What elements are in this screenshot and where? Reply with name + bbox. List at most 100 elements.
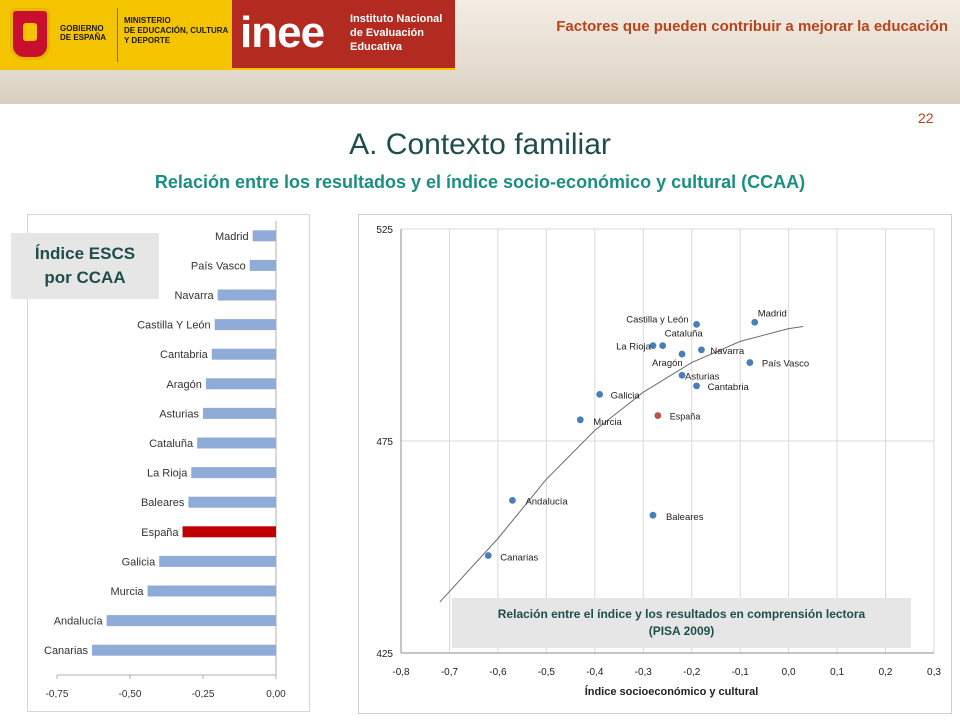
bar-label-asturias: Asturias	[159, 408, 199, 420]
point-label-pais-vasco: País Vasco	[762, 359, 809, 370]
point-label-cataluna: Cataluña	[665, 329, 704, 340]
point-canarias	[484, 552, 492, 559]
point-cantabria	[693, 382, 700, 390]
x-tick-label: -0,6	[489, 667, 507, 678]
ministerio-text: MINISTERIO DE EDUCACIÓN, CULTURA Y DEPOR…	[124, 16, 228, 46]
bar-label-cataluna: Cataluña	[149, 438, 194, 450]
x-tick-label: 0,3	[927, 667, 941, 678]
inee-line-2: de Evaluación	[350, 27, 424, 39]
point-label-galicia: Galicia	[611, 390, 641, 401]
x-tick-label: 0,00	[266, 689, 286, 700]
escs-bar-chart: Madrid País Vasco Navarra Castilla Y León Ca…	[44, 221, 286, 700]
x-tick-label: -0,50	[119, 689, 142, 700]
point-la-rioja	[649, 342, 657, 349]
point-label-navarra: Navarra	[710, 346, 745, 357]
bar-label-andalucia: Andalucía	[54, 616, 104, 628]
point-murcia	[576, 416, 584, 424]
inee-logo: inee Instituto Nacional de Evaluación Ed…	[232, 0, 455, 68]
bar-castilla-y-leon	[214, 319, 276, 331]
bar-madrid	[252, 230, 276, 242]
bar-espana	[182, 526, 276, 538]
bar-label-canarias: Canarias	[44, 645, 89, 657]
point-cataluna	[659, 342, 667, 349]
slide-title: A. Contexto familiar	[349, 128, 611, 161]
x-tick-label: 0,2	[879, 667, 893, 678]
min-line-3: Y DEPORTE	[124, 36, 171, 45]
bar-label-castilla-y-leon: Castilla Y León	[137, 320, 211, 332]
point-label-baleares: Baleares	[666, 512, 704, 523]
min-line-2: DE EDUCACIÓN, CULTURA	[124, 26, 229, 35]
point-andalucia	[509, 496, 516, 504]
slide-subtitle: Relación entre los resultados y el índic…	[154, 172, 806, 192]
bar-label-baleares: Baleares	[141, 497, 185, 509]
point-pais-vasco	[746, 359, 754, 366]
point-madrid	[751, 318, 759, 326]
escs-bar-chart-panel: Madrid País Vasco Navarra Castilla Y León Ca…	[27, 214, 310, 712]
bar-chart-badge: Índice ESCS por CCAA	[11, 233, 159, 299]
point-label-murcia: Murcia	[593, 417, 622, 428]
point-baleares	[649, 511, 657, 519]
bar-canarias	[92, 644, 276, 656]
y-tick-label: 475	[376, 437, 393, 448]
gobierno-logo: GOBIERNO DE ESPAÑA	[8, 6, 116, 64]
y-tick-label: 525	[376, 225, 393, 236]
x-tick-label: -0,4	[586, 667, 604, 678]
bar-la-rioja	[191, 467, 276, 479]
point-label-andalucia: Andalucía	[525, 496, 568, 507]
caption-line-1: Relación entre el índice y los resultado…	[497, 607, 866, 621]
point-asturias	[678, 371, 686, 379]
x-tick-label: -0,1	[732, 667, 750, 678]
x-tick-label: -0,7	[441, 667, 459, 678]
page-number: 22	[918, 110, 934, 126]
bar-baleares	[188, 496, 276, 508]
institution-logos: GOBIERNO DE ESPAÑA MINISTERIO DE EDUCACI…	[0, 0, 455, 70]
escs-vs-reading-scatter: -0,8 -0,7 -0,6 -0,5 -0,4 -0,3 -0,2 -0,1 0,0 0,1 0,…	[376, 225, 941, 698]
bar-label-navarra: Navarra	[174, 290, 214, 302]
point-galicia	[596, 390, 604, 398]
inee-wordmark: inee	[240, 8, 325, 57]
x-axis-title: Índice socioeconómico y cultural	[585, 685, 759, 698]
inee-line-1: Instituto Nacional	[350, 13, 443, 25]
header-banner: GOBIERNO DE ESPAÑA MINISTERIO DE EDUCACI…	[0, 0, 960, 104]
y-tick-label: 425	[376, 649, 393, 660]
logo-divider	[117, 8, 118, 62]
scatter-caption: Relación entre el índice y los resultado…	[452, 598, 911, 648]
point-label-espana: España	[670, 412, 701, 422]
badge-line-2: por CCAA	[44, 268, 126, 287]
gob-line-1: GOBIERNO	[60, 24, 104, 33]
point-castilla-y-leon	[693, 321, 700, 328]
bar-label-cantabria: Cantabria	[160, 349, 209, 361]
point-label-cantabria: Cantabria	[708, 382, 750, 393]
x-tick-label: -0,8	[392, 667, 410, 678]
point-label-aragon: Aragón	[652, 358, 683, 369]
point-label-castilla-y-leon: Castilla y León	[626, 314, 688, 325]
presentation-title: Factores que pueden contribuir a mejorar…	[556, 18, 948, 35]
bar-cataluna	[197, 437, 276, 449]
x-tick-label: -0,3	[635, 667, 653, 678]
point-espana	[654, 412, 662, 419]
x-tick-label: -0,25	[192, 689, 215, 700]
point-aragon	[678, 350, 686, 358]
bar-label-galicia: Galicia	[122, 556, 157, 568]
point-navarra	[698, 346, 705, 354]
caption-line-2: (PISA 2009)	[648, 624, 715, 638]
point-label-la-rioja: La Rioja	[616, 342, 652, 353]
bar-label-pais-vasco: País Vasco	[191, 260, 246, 272]
bar-label-murcia: Murcia	[111, 586, 145, 598]
bar-asturias	[203, 407, 276, 419]
gob-line-2: DE ESPAÑA	[60, 33, 107, 42]
badge-line-1: Índice ESCS	[34, 244, 136, 263]
point-label-canarias: Canarias	[500, 552, 538, 563]
x-tick-label: 0,0	[782, 667, 796, 678]
bar-label-madrid: Madrid	[215, 231, 249, 243]
bar-cantabria	[211, 348, 276, 360]
x-tick-label: -0,2	[683, 667, 701, 678]
bar-navarra	[217, 289, 276, 301]
point-label-madrid: Madrid	[758, 308, 787, 319]
bar-andalucia	[106, 615, 276, 627]
bar-label-espana: España	[141, 527, 179, 539]
trendline	[439, 326, 804, 603]
x-tick-label: -0,5	[538, 667, 556, 678]
x-tick-label: 0,1	[830, 667, 844, 678]
point-label-asturias: Asturias	[685, 371, 720, 382]
